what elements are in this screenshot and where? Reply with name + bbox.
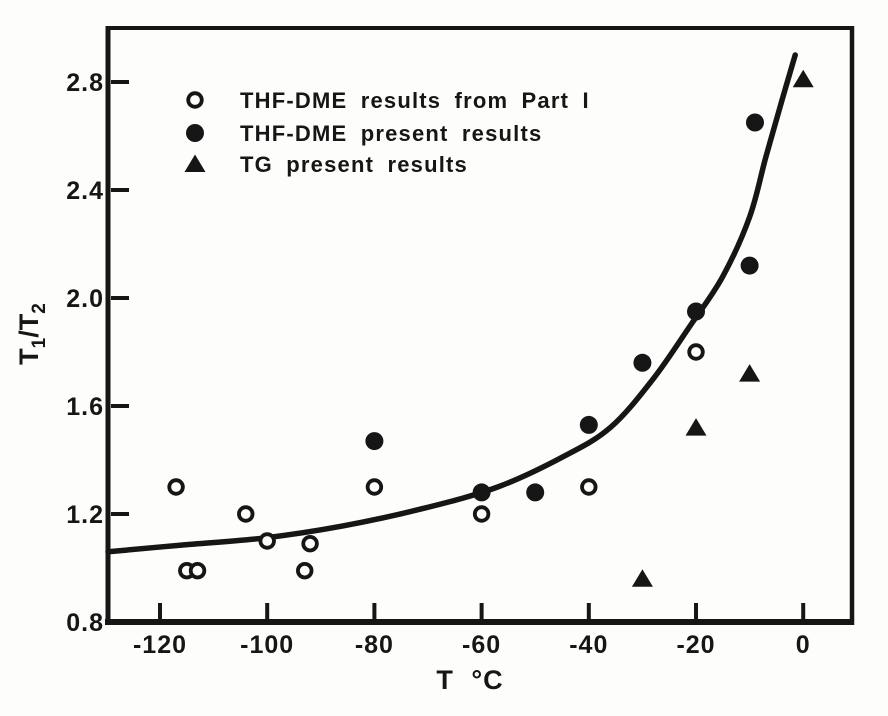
data-point-open-circle [237, 505, 255, 523]
data-point-open-circle [301, 535, 319, 553]
x-axis-label: T °C [436, 665, 503, 695]
legend: THF-DME results from Part I THF-DME prese… [184, 88, 590, 177]
y-axis: 0.8 1.2 1.6 2.0 2.4 2.8 [66, 69, 129, 637]
legend-item: THF-DME results from Part I [186, 88, 590, 113]
plot-frame [105, 26, 855, 625]
legend-open-circle-icon [186, 91, 204, 109]
legend-item: THF-DME present results [186, 121, 542, 146]
x-tick-label: -60 [462, 631, 501, 659]
data-point-filled-circle [633, 353, 652, 372]
y-tick-label: 1.6 [66, 393, 104, 421]
x-axis: -120 -100 -80 -60 -40 -20 0 [133, 603, 811, 659]
y-axis-label-part: /T [14, 313, 44, 338]
x-tick-label: -20 [676, 631, 715, 659]
legend-item-label: TG present results [240, 152, 468, 177]
data-point-open-circle [580, 478, 598, 496]
legend-item-label: THF-DME present results [240, 121, 542, 146]
data-point-open-circle [167, 478, 185, 496]
legend-filled-circle-icon [186, 124, 204, 142]
data-point-open-circle [258, 532, 276, 550]
y-tick-label: 1.2 [66, 501, 104, 529]
data-point-open-circle [472, 505, 491, 523]
y-tick-label: 2.8 [66, 69, 104, 97]
y-axis-label-part: T [14, 348, 44, 365]
x-tick-label: -100 [240, 631, 294, 659]
y-axis-label-subscript: 1 [29, 337, 50, 348]
data-point-filled-circle [472, 483, 491, 502]
data-point-open-circle [365, 478, 384, 496]
data-point-filled-circle [687, 302, 706, 321]
data-point-filled-triangle [685, 418, 707, 436]
x-tick-label: -120 [133, 631, 187, 659]
data-point-filled-circle [365, 432, 384, 451]
data-point-open-circle [687, 343, 705, 361]
fit-curve [105, 52, 798, 555]
series-tg [631, 69, 814, 587]
y-tick-label: 0.8 [66, 609, 104, 637]
y-tick-label: 2.0 [66, 285, 104, 313]
x-tick-label: 0 [796, 631, 811, 659]
y-tick-label: 2.4 [66, 177, 104, 205]
data-point-filled-triangle [739, 364, 761, 382]
data-point-open-circle [296, 562, 314, 580]
y-axis-label-subscript: 2 [29, 303, 50, 314]
data-point-filled-circle [745, 113, 764, 132]
data-point-filled-triangle [631, 569, 653, 587]
data-point-open-circle [188, 562, 207, 580]
series-present [365, 113, 764, 502]
series-part1 [167, 343, 705, 580]
y-axis-label: T1/T2 [14, 303, 50, 365]
data-point-filled-triangle [792, 69, 814, 88]
data-point-filled-circle [526, 483, 545, 502]
x-tick-label: -80 [355, 631, 394, 659]
legend-item-label: THF-DME results from Part I [240, 88, 590, 113]
data-point-filled-circle [740, 256, 759, 275]
legend-filled-triangle-icon [184, 154, 206, 172]
data-point-filled-circle [579, 415, 598, 434]
legend-item: TG present results [184, 152, 468, 177]
x-tick-label: -40 [569, 631, 608, 659]
